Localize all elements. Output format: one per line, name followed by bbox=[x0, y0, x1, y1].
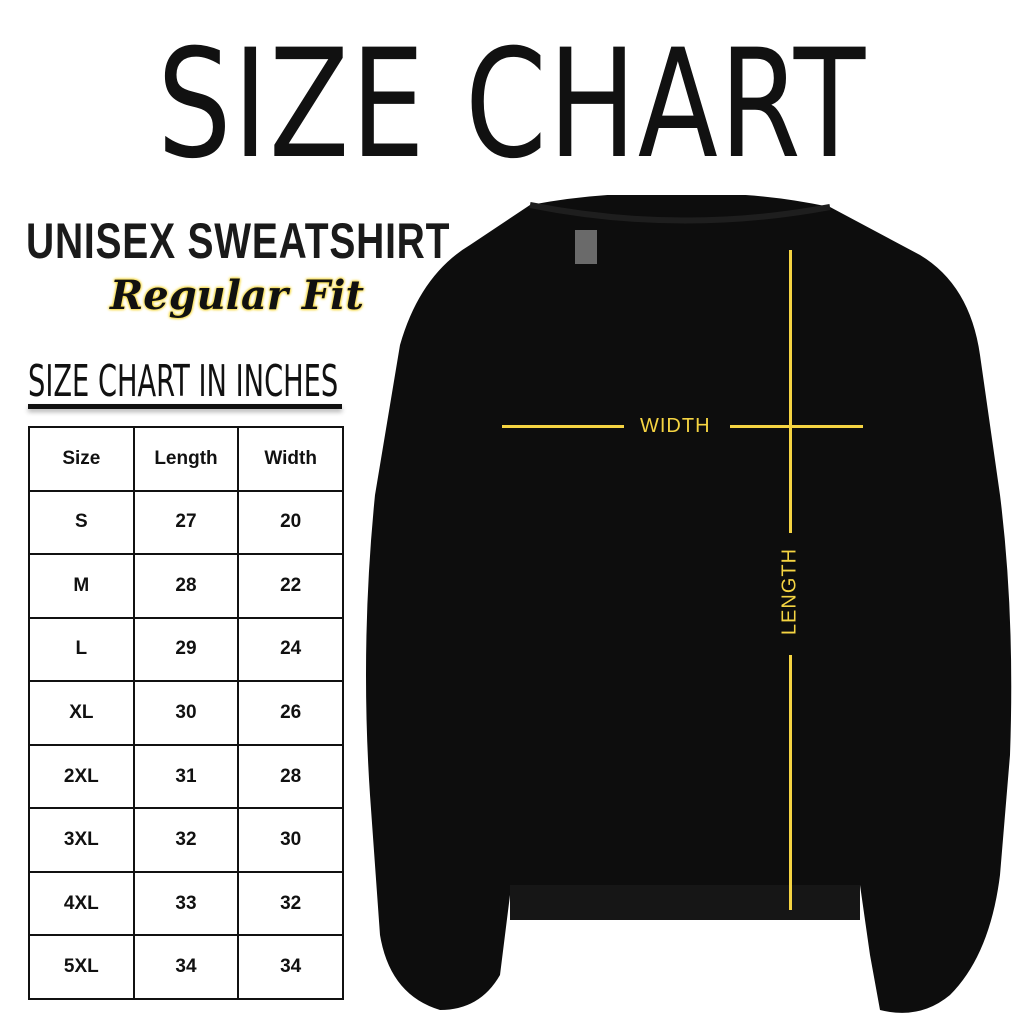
width-cell: 20 bbox=[237, 489, 344, 556]
length-line-bottom bbox=[789, 655, 792, 910]
header-cell: Width bbox=[237, 426, 344, 492]
header-cell: Size bbox=[28, 426, 135, 492]
width-cell: 30 bbox=[237, 807, 344, 873]
sweatshirt-image bbox=[366, 195, 1012, 1013]
fit-label: Regular Fit bbox=[110, 272, 364, 319]
size-cell: XL bbox=[28, 680, 135, 746]
size-cell: 5XL bbox=[28, 934, 135, 1000]
size-cell: 2XL bbox=[28, 743, 135, 810]
size-cell: M bbox=[28, 553, 135, 619]
width-line-left bbox=[502, 425, 624, 428]
size-cell: S bbox=[28, 489, 135, 556]
heading-underline bbox=[28, 404, 342, 409]
width-label: WIDTH bbox=[640, 415, 711, 437]
width-cell: 24 bbox=[237, 616, 344, 683]
table-row: M 28 22 bbox=[28, 553, 344, 619]
length-cell: 33 bbox=[132, 870, 240, 937]
neck-tag bbox=[575, 230, 597, 264]
length-cell: 32 bbox=[132, 807, 240, 873]
product-name: UNISEX SWEATSHIRT bbox=[26, 213, 451, 269]
width-cell: 28 bbox=[237, 743, 344, 810]
length-label: LENGTH bbox=[778, 547, 801, 636]
size-cell: L bbox=[28, 616, 135, 683]
length-cell: 28 bbox=[132, 553, 240, 619]
header-cell: Length bbox=[132, 426, 240, 492]
sweatshirt-body bbox=[366, 195, 1012, 1013]
width-cell: 34 bbox=[237, 934, 344, 1000]
length-cell: 31 bbox=[132, 743, 240, 810]
table-row: 2XL 31 28 bbox=[28, 743, 344, 810]
width-cell: 26 bbox=[237, 680, 344, 746]
width-cell: 32 bbox=[237, 870, 344, 937]
size-table: Size Length Width S 27 20 M 28 22 L 29 24 XL 30 26 2… bbox=[28, 426, 344, 1000]
size-cell: 4XL bbox=[28, 870, 135, 937]
table-header-row: Size Length Width bbox=[28, 426, 344, 492]
table-row: XL 30 26 bbox=[28, 680, 344, 746]
table-row: 4XL 33 32 bbox=[28, 870, 344, 937]
table-row: 5XL 34 34 bbox=[28, 934, 344, 1000]
length-line-top bbox=[789, 250, 792, 533]
length-cell: 29 bbox=[132, 616, 240, 683]
table-row: L 29 24 bbox=[28, 616, 344, 683]
neck-rib bbox=[529, 202, 831, 224]
page-title: SIZE CHART bbox=[157, 18, 867, 192]
table-row: 3XL 32 30 bbox=[28, 807, 344, 873]
width-cell: 22 bbox=[237, 553, 344, 619]
length-cell: 34 bbox=[132, 934, 240, 1000]
waist-band bbox=[510, 885, 860, 920]
table-heading: SIZE CHART IN INCHES bbox=[28, 356, 339, 407]
size-cell: 3XL bbox=[28, 807, 135, 873]
length-cell: 27 bbox=[132, 489, 240, 556]
width-line-right bbox=[730, 425, 863, 428]
table-row: S 27 20 bbox=[28, 489, 344, 556]
length-cell: 30 bbox=[132, 680, 240, 746]
